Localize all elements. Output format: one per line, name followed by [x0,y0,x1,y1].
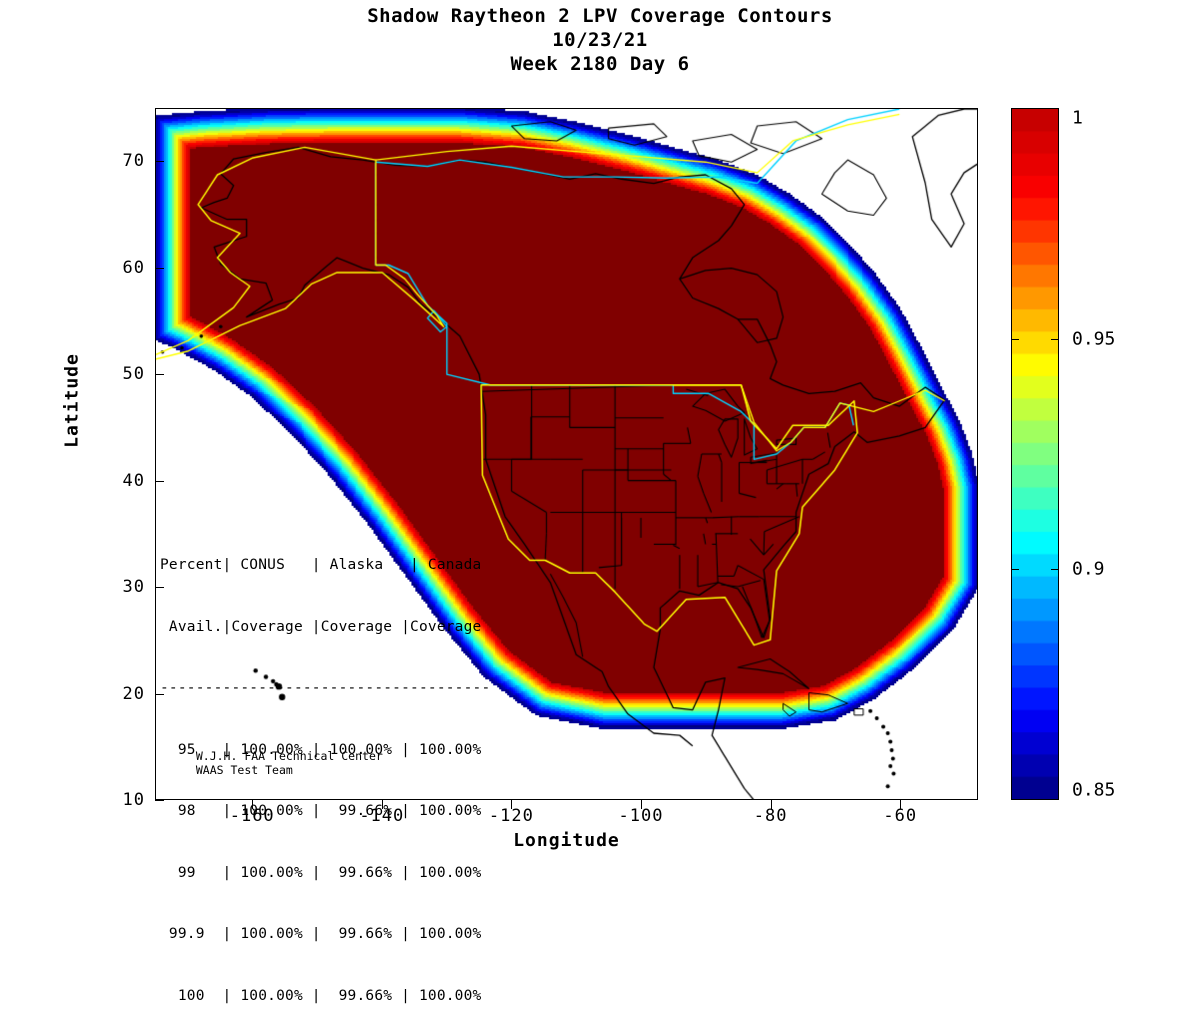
y-axis-tick-label: 70 [122,151,145,172]
x-axis-tick-mark [770,800,772,809]
credit-line-2: WAAS Test Team [195,763,293,777]
colorbar-tick-mark [1011,569,1019,571]
credit-line-1: W.J.H. FAA Technical Center [195,749,383,763]
stats-header-2: Avail.|Coverage |Coverage |Coverage [160,618,482,635]
y-axis-tick-mark [155,587,164,589]
y-axis-tick-mark [155,161,164,163]
table-row: 100 | 100.00% | 99.66% | 100.00% [160,987,482,1004]
x-axis-tick-mark [252,800,254,809]
colorbar-tick-mark [1051,338,1059,340]
y-axis-tick-label: 30 [122,577,145,598]
y-axis-tick-label: 60 [122,257,145,278]
credit-text: W.J.H. FAA Technical Center WAAS Test Te… [182,735,383,777]
x-axis-tick-mark [641,800,643,809]
coverage-contour-canvas [156,109,977,799]
colorbar-tick-mark [1011,338,1019,340]
title-line-2: 10/23/21 [552,29,648,51]
y-axis-tick-mark [155,800,164,801]
stats-divider: ------------------------------------- [160,680,491,696]
x-axis-tick-mark [900,800,902,809]
y-axis-tick-label: 50 [122,364,145,385]
coverage-map-plot [155,108,978,800]
y-axis-tick-mark [155,374,164,376]
y-axis-tick-label: 40 [122,470,145,491]
colorbar-tick-label: 0.9 [1072,558,1105,580]
x-axis-tick-label: -120 [488,806,534,826]
colorbar-gradient [1012,109,1058,799]
title-line-3: Week 2180 Day 6 [510,53,690,75]
stats-header-1: Percent| CONUS | Alaska | Canada [160,557,482,573]
x-axis-tick-label: -160 [229,806,275,826]
x-axis-tick-label: -140 [359,806,405,826]
table-row: 99.9 | 100.00% | 99.66% | 100.00% [160,926,482,942]
colorbar-tick-mark [1051,569,1059,571]
table-row: 98 | 100.00% | 99.66% | 100.00% [160,803,482,819]
y-axis-tick-mark [155,480,164,482]
y-axis-label: Latitude [61,353,83,448]
page-title: Shadow Raytheon 2 LPV Coverage Contours … [0,4,1200,76]
x-axis-tick-mark [381,800,383,809]
x-axis-tick-mark [511,800,513,809]
x-axis-tick-label: -100 [618,806,664,826]
table-row: 95 | 100.00% | 100.00% | 100.00% [160,741,482,758]
y-axis-tick-label: 20 [122,683,145,704]
x-axis-label: Longitude [513,830,620,851]
colorbar-tick-label: 0.85 [1072,779,1116,801]
table-row: 99 | 100.00% | 99.66% | 100.00% [160,864,482,881]
title-line-1: Shadow Raytheon 2 LPV Coverage Contours [367,5,833,27]
colorbar [1011,108,1059,800]
colorbar-tick-label: 0.95 [1072,328,1116,350]
colorbar-tick-label: 1 [1072,107,1083,129]
y-axis-tick-mark [155,693,164,695]
x-axis-tick-label: -60 [883,806,918,826]
y-axis-tick-label: 10 [122,790,145,810]
y-axis-tick-mark [155,267,164,269]
x-axis-tick-label: -80 [753,806,788,826]
